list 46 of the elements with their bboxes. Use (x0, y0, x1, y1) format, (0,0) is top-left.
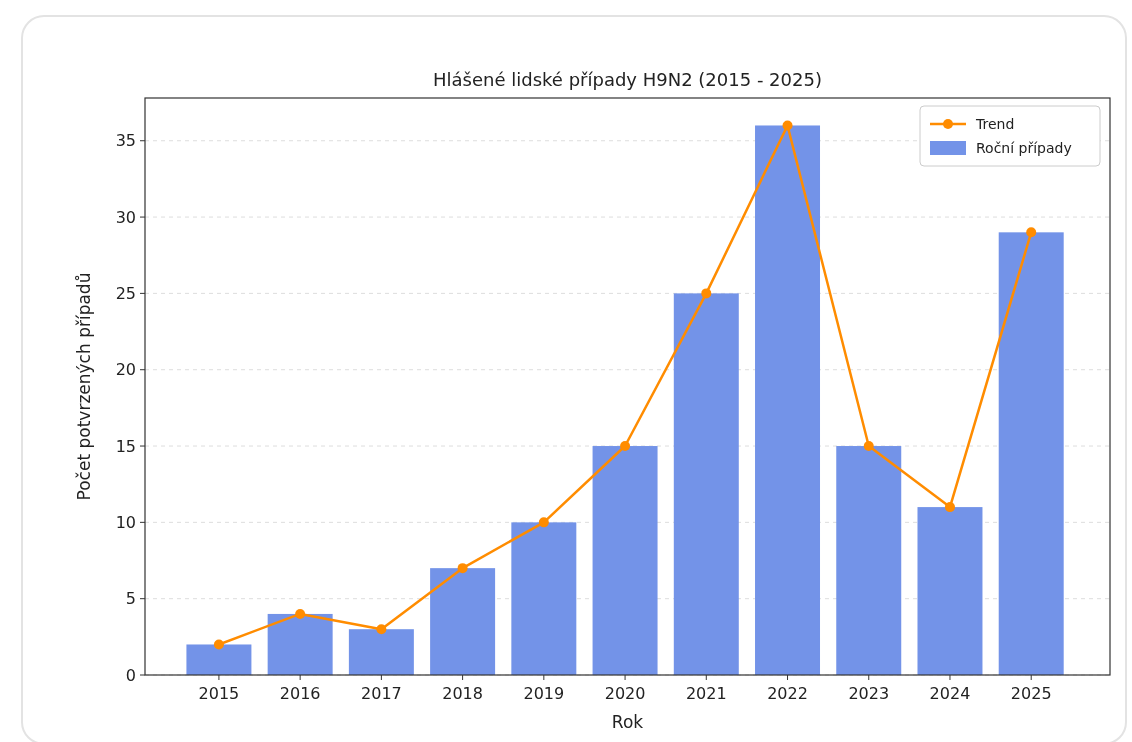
bar (836, 446, 902, 675)
y-tick-label: 15 (115, 436, 136, 456)
x-tick-label: 2020 (604, 684, 646, 703)
x-tick-label: 2025 (1010, 684, 1052, 703)
x-tick-label: 2019 (523, 684, 565, 703)
bar (592, 446, 658, 675)
point (701, 288, 712, 299)
x-tick-label: 2024 (929, 684, 971, 703)
point (295, 608, 306, 619)
point (457, 563, 468, 574)
y-tick-label: 0 (125, 665, 136, 685)
point (1026, 227, 1037, 238)
bar (511, 522, 577, 675)
bar (673, 293, 739, 675)
point (213, 639, 224, 650)
x-tick-label: 2022 (767, 684, 808, 703)
chart-title: Hlášené lidské případy H9N2 (2015 - 2025) (433, 69, 822, 90)
y-tick-label: 20 (115, 360, 136, 380)
y-tick-label: 30 (115, 207, 136, 227)
point (782, 120, 793, 131)
point (620, 441, 631, 452)
x-tick-label: 2021 (685, 684, 727, 703)
bar (186, 644, 252, 675)
bar (430, 568, 496, 675)
x-tick-label: 2023 (848, 684, 890, 703)
point (863, 441, 874, 452)
y-tick-label: 10 (115, 512, 136, 532)
point (944, 502, 955, 513)
point (376, 624, 387, 635)
x-axis-title: Rok (611, 712, 644, 732)
bar (917, 507, 983, 675)
y-axis-title: Počet potvrzených případů (74, 272, 94, 501)
legend-label: Roční případy (976, 139, 1072, 156)
y-tick-label: 5 (125, 589, 136, 609)
y-tick-label: 25 (115, 283, 136, 303)
bar (755, 125, 821, 675)
x-tick-label: 2017 (361, 684, 402, 703)
legend-label: Trend (975, 115, 1015, 132)
x-tick-label: 2018 (442, 684, 483, 703)
x-tick-label: 2016 (279, 684, 321, 703)
bar (348, 629, 414, 675)
point (538, 517, 549, 528)
y-tick-label: 35 (115, 131, 136, 151)
x-tick-label: 2015 (198, 684, 240, 703)
bar (267, 613, 333, 675)
bar (998, 232, 1064, 675)
